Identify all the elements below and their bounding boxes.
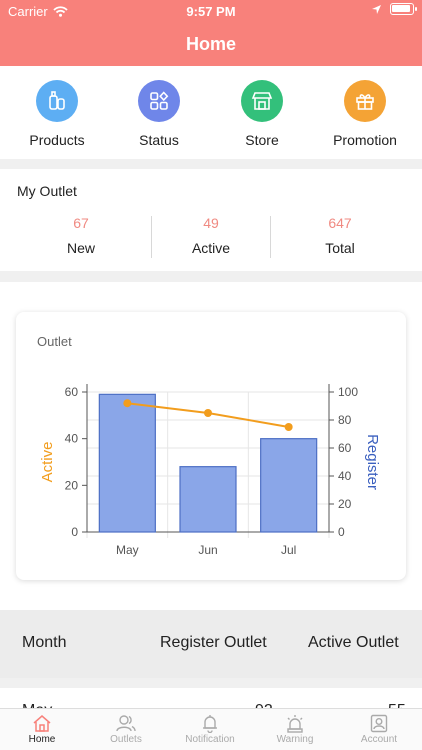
carrier-label: Carrier <box>8 4 48 19</box>
top-bar: Carrier 9:57 PM Home <box>0 0 422 66</box>
stat-value: 647 <box>328 215 352 231</box>
left-tick-label: 0 <box>71 525 78 539</box>
stat-active[interactable]: 49 Active <box>141 215 281 256</box>
siren-icon <box>287 715 303 733</box>
stat-label: Active <box>191 240 231 256</box>
x-tick-label: Jun <box>198 543 217 557</box>
account-icon <box>370 714 388 733</box>
register-point-may <box>123 399 132 408</box>
register-point-jun <box>204 409 212 417</box>
stat-total[interactable]: 647 Total <box>270 215 410 256</box>
quick-item-store[interactable]: Store <box>212 80 312 148</box>
home-icon <box>33 715 51 732</box>
gift-icon <box>344 80 386 122</box>
left-tick-label: 60 <box>65 385 79 399</box>
right-tick-label: 80 <box>338 413 352 427</box>
stat-new[interactable]: 67 New <box>11 215 151 256</box>
bar-may <box>98 393 156 533</box>
store-icon <box>241 80 283 122</box>
right-axis-title: Register <box>364 434 381 490</box>
tab-label: Outlets <box>110 734 142 745</box>
right-tick-label: 60 <box>338 441 352 455</box>
users-icon <box>116 715 136 732</box>
left-tick-label: 20 <box>65 478 79 492</box>
stat-value: 49 <box>203 215 219 231</box>
quick-item-label: Store <box>245 132 279 148</box>
bar-jun <box>179 466 237 533</box>
divider <box>270 216 271 258</box>
column-header-active: Active Outlet <box>308 634 399 651</box>
products-icon <box>36 80 78 122</box>
right-tick-label: 20 <box>338 497 352 511</box>
outlet-chart: 0 20 40 60 0 20 40 60 80 100 May Jun Jul Active Regist… <box>39 384 381 557</box>
clock: 9:57 PM <box>186 4 236 19</box>
stat-label: Total <box>325 240 355 256</box>
bell-icon <box>203 715 217 733</box>
column-header-month: Month <box>22 634 67 651</box>
quick-item-label: Promotion <box>333 132 397 148</box>
quick-item-label: Products <box>29 132 85 148</box>
divider <box>151 216 152 258</box>
my-outlet-panel: My Outlet 67 New 49 Active 647 Total <box>0 169 422 271</box>
chart-section: Outlet 0 20 40 60 0 20 40 60 80 100 May Jun Jul Activ… <box>0 282 422 610</box>
quick-menu: Products Status Store Promotion <box>0 66 422 159</box>
x-tick-label: May <box>116 543 139 557</box>
bar-jul <box>260 438 318 533</box>
tab-warning[interactable]: Warning <box>253 714 337 745</box>
my-outlet-title: My Outlet <box>17 183 77 199</box>
wifi-icon <box>53 6 68 17</box>
tab-outlets[interactable]: Outlets <box>84 714 168 745</box>
status-right <box>371 3 417 15</box>
tab-label: Warning <box>276 734 314 745</box>
quick-item-label: Status <box>139 132 179 148</box>
status-bar: Carrier 9:57 PM <box>0 0 422 22</box>
right-tick-label: 0 <box>338 525 345 539</box>
outlet-chart-card: Outlet 0 20 40 60 0 20 40 60 80 100 May Jun Jul Activ… <box>16 312 406 580</box>
x-tick-label: Jul <box>281 543 296 557</box>
quick-item-products[interactable]: Products <box>7 80 107 148</box>
tab-label: Notification <box>185 734 235 745</box>
quick-item-status[interactable]: Status <box>109 80 209 148</box>
register-point-jul <box>284 423 293 431</box>
right-tick-label: 40 <box>338 469 352 483</box>
battery-icon <box>390 3 417 15</box>
stat-value: 67 <box>73 215 89 231</box>
table-header: Month Register Outlet Active Outlet <box>0 610 422 678</box>
status-icon <box>138 80 180 122</box>
left-axis-title: Active <box>39 442 56 483</box>
tab-notification[interactable]: Notification <box>168 714 252 745</box>
stat-label: New <box>66 240 95 256</box>
tab-account[interactable]: Account <box>337 714 421 745</box>
right-tick-label: 100 <box>338 385 358 399</box>
tab-bar: Home Outlets Notification Warning Accoun… <box>0 708 422 750</box>
column-header-register: Register Outlet <box>160 634 267 651</box>
tab-home[interactable]: Home <box>0 714 84 745</box>
carrier: Carrier <box>8 4 68 19</box>
location-arrow-icon <box>372 4 381 14</box>
tab-label: Home <box>28 734 56 745</box>
page-title: Home <box>185 34 236 54</box>
left-tick-label: 40 <box>65 432 79 446</box>
quick-item-promotion[interactable]: Promotion <box>315 80 415 148</box>
chart-title: Outlet <box>37 334 72 349</box>
tab-label: Account <box>360 734 398 745</box>
